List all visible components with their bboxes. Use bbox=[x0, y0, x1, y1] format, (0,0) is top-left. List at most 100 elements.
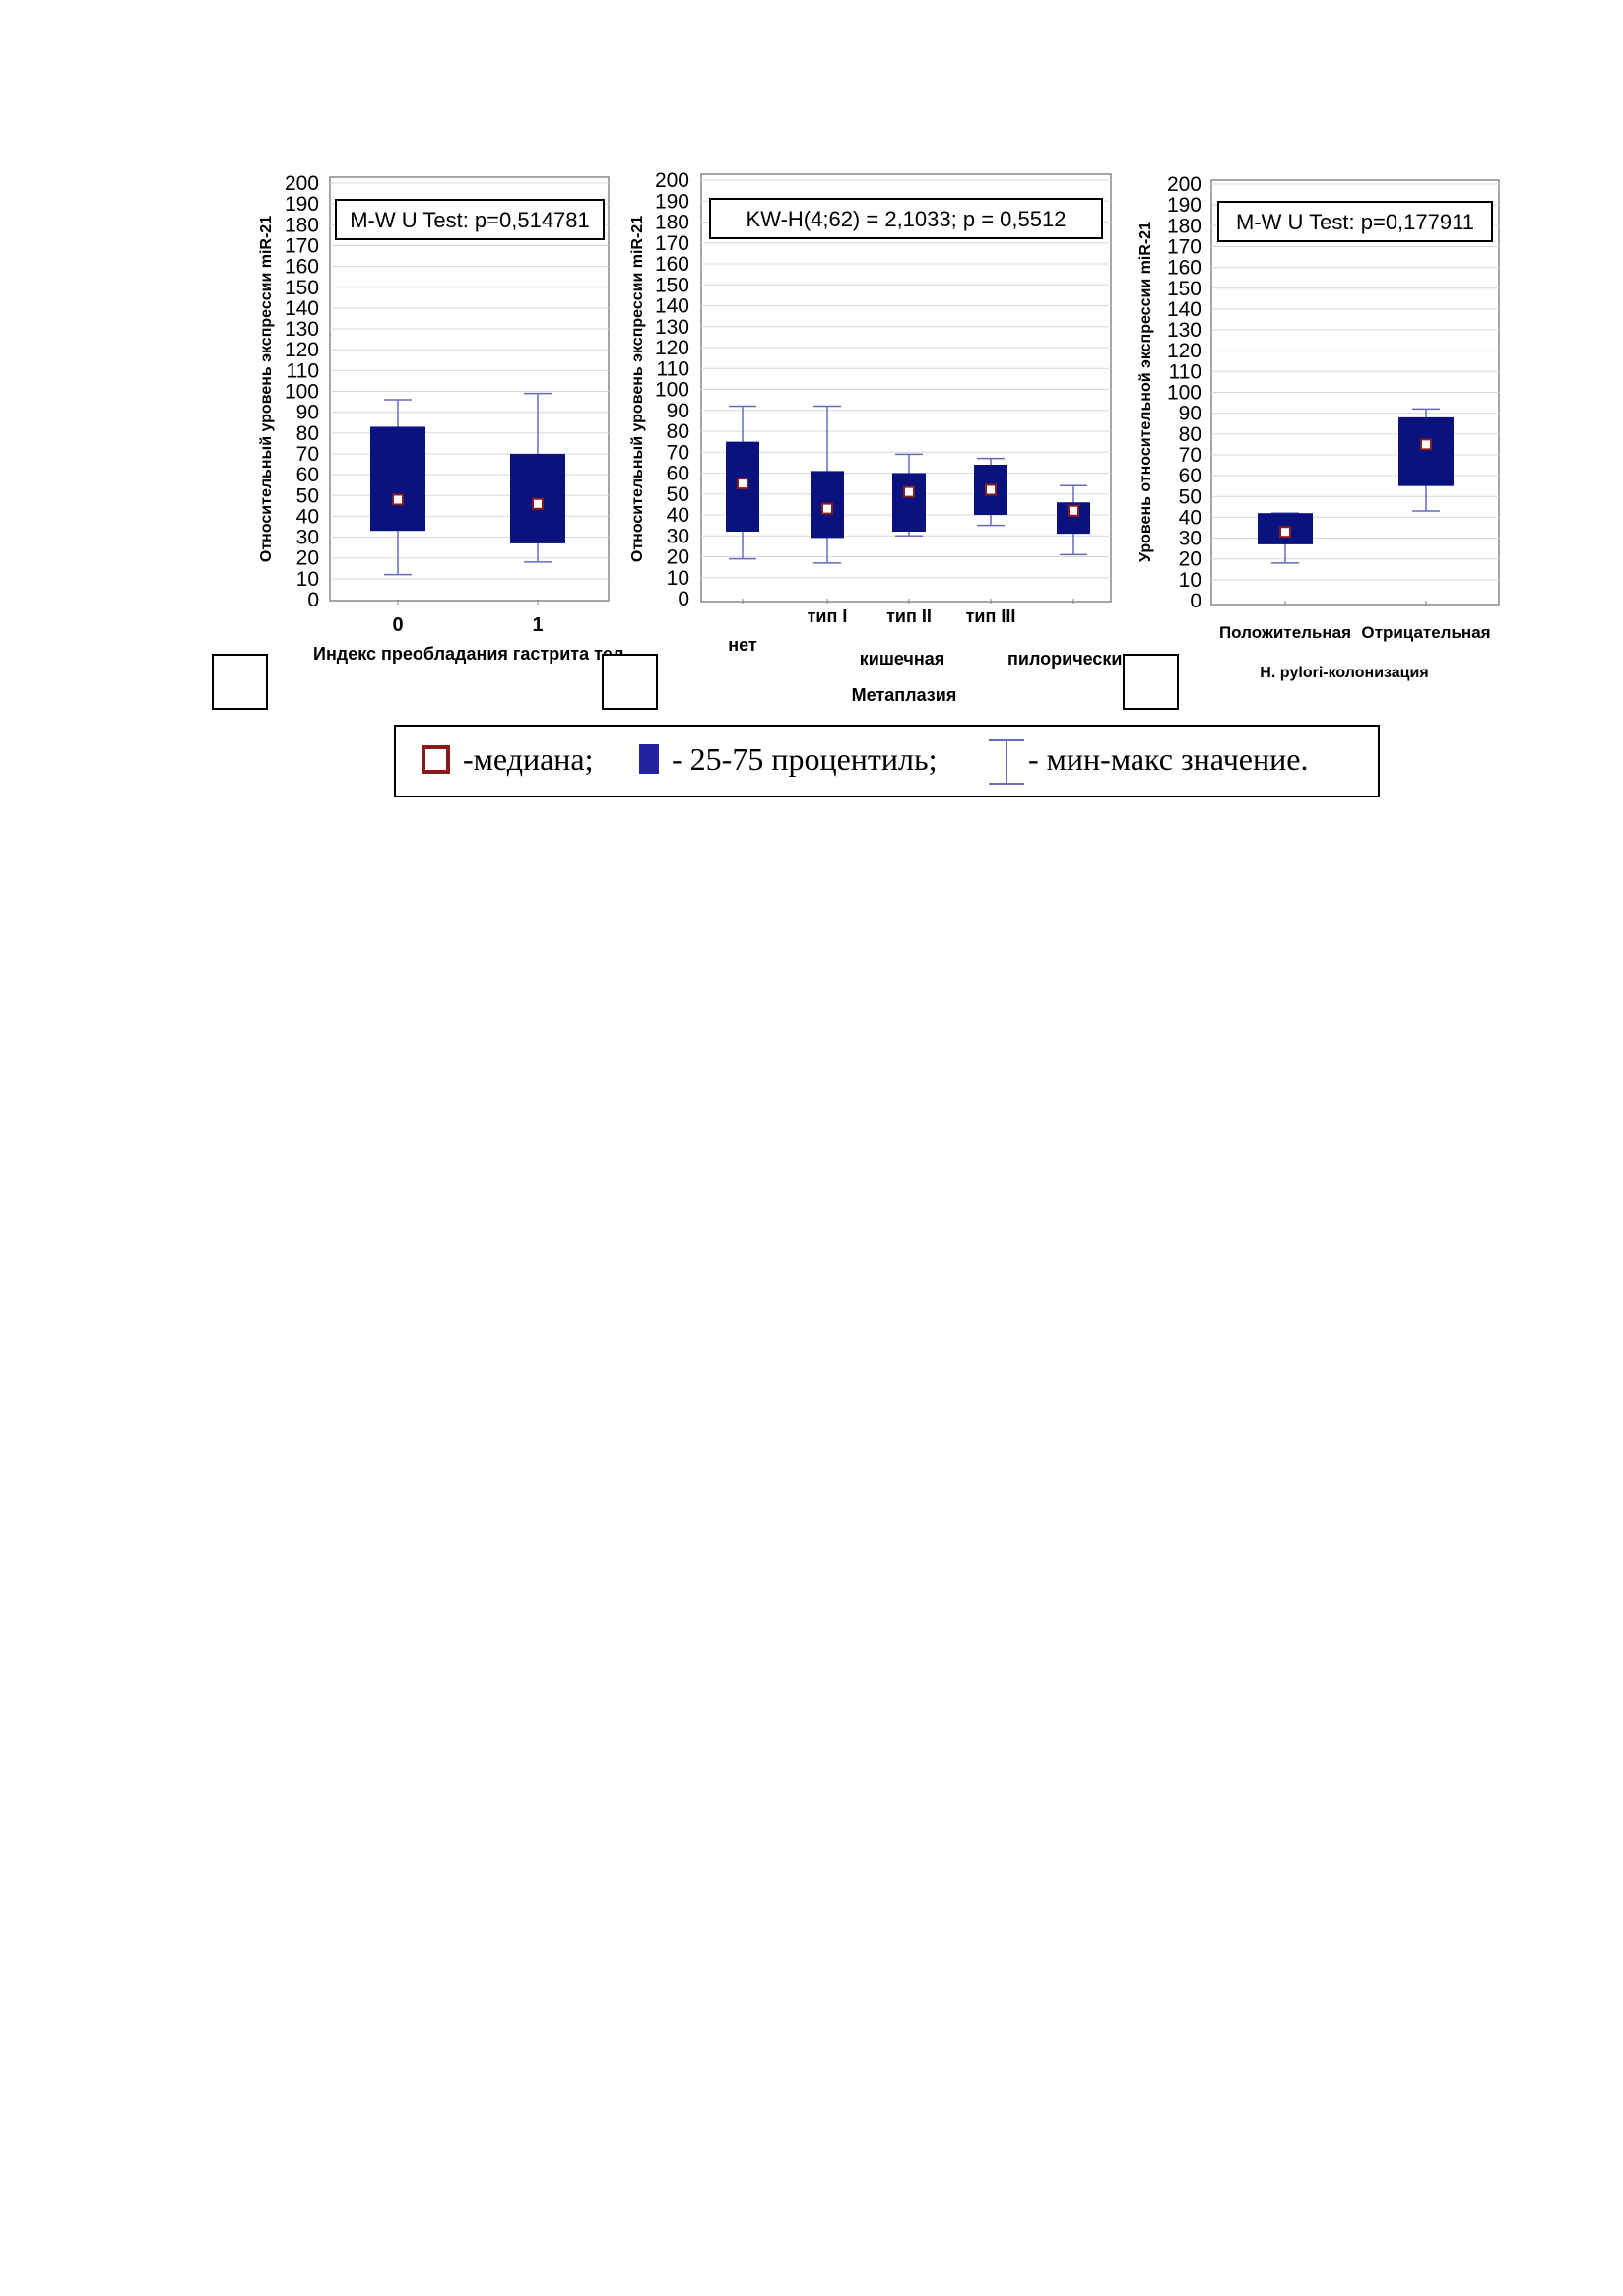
y-axis-label-1: Относительный уровень экспрессии miR-21 bbox=[258, 216, 275, 562]
x-tick-label: 0 bbox=[392, 614, 403, 636]
box-1 bbox=[1258, 512, 1313, 564]
y-tick-label: 60 bbox=[1179, 465, 1201, 487]
y-tick-label: 140 bbox=[655, 295, 689, 318]
y-tick-label: 50 bbox=[296, 484, 319, 507]
legend-median-icon bbox=[422, 745, 450, 774]
y-tick-label: 10 bbox=[667, 567, 689, 590]
empty-square-2 bbox=[602, 654, 658, 710]
box-4 bbox=[974, 457, 1007, 527]
y-tick-label: 20 bbox=[1179, 548, 1201, 571]
y-tick-label: 180 bbox=[285, 214, 319, 236]
legend-percentile-icon bbox=[639, 744, 659, 774]
y-tick-label: 120 bbox=[1167, 340, 1201, 362]
x-axis-label-2: Метаплазия bbox=[852, 685, 957, 705]
median-marker bbox=[1279, 526, 1291, 539]
y-axis-label-2: Относительный уровень экспрессии miR-21 bbox=[629, 216, 646, 562]
x-ticks-2: нет тип I тип II тип III bbox=[728, 599, 1074, 655]
box-2 bbox=[811, 405, 844, 564]
y-tick-label: 180 bbox=[655, 212, 689, 234]
empty-square-3 bbox=[1123, 654, 1179, 710]
legend-percentile-label: - 25-75 процентиль; bbox=[672, 741, 937, 777]
stat-text-1: M-W U Test: p=0,514781 bbox=[350, 208, 590, 232]
boxes-3 bbox=[1258, 408, 1454, 564]
y-tick-label: 20 bbox=[296, 547, 319, 570]
median-marker bbox=[903, 485, 915, 498]
y-tick-label: 200 bbox=[655, 169, 689, 192]
legend-minmax-icon bbox=[989, 739, 1024, 785]
legend-median-label: -медиана; bbox=[463, 741, 594, 777]
y-tick-label: 110 bbox=[287, 359, 319, 382]
y-tick-label: 30 bbox=[1179, 528, 1201, 550]
median-marker bbox=[737, 478, 748, 490]
y-tick-label: 20 bbox=[667, 546, 689, 569]
y-tick-label: 150 bbox=[285, 277, 319, 299]
y-tick-label: 130 bbox=[1167, 319, 1201, 342]
y-tick-label: 90 bbox=[1179, 403, 1201, 425]
y-tick-label: 200 bbox=[1167, 173, 1201, 196]
chart-panel-3: 0102030405060708090100110120130140150160… bbox=[1137, 173, 1500, 681]
median-marker bbox=[821, 502, 833, 515]
y-tick-label: 190 bbox=[285, 193, 319, 216]
box-3 bbox=[892, 453, 926, 537]
box-5 bbox=[1057, 484, 1090, 556]
chart-panel-2: 0102030405060708090100110120130140150160… bbox=[629, 169, 1123, 705]
y-tick-label: 90 bbox=[667, 400, 689, 422]
stat-box-2 bbox=[709, 198, 1103, 239]
y-tick-label: 60 bbox=[296, 464, 319, 486]
x-ticks-3: Положительная Отрицательная bbox=[1219, 601, 1491, 642]
median-marker bbox=[392, 493, 404, 506]
iqr-box bbox=[1398, 416, 1454, 486]
y-tick-label: 50 bbox=[1179, 485, 1201, 508]
median-marker bbox=[985, 483, 997, 496]
y-tick-label: 80 bbox=[667, 420, 689, 443]
empty-square-1 bbox=[212, 654, 268, 710]
group-label-pyloric: пилорически bbox=[1007, 649, 1123, 669]
box-1 bbox=[370, 399, 425, 576]
y-tick-label: 200 bbox=[285, 172, 319, 195]
x-tick-label: Положительная bbox=[1219, 623, 1351, 642]
y-tick-label: 150 bbox=[1167, 278, 1201, 300]
x-tick-label: тип II bbox=[886, 606, 932, 626]
y-tick-label: 190 bbox=[1167, 194, 1201, 217]
y-tick-label: 80 bbox=[296, 422, 319, 445]
y-ticks-2: 0102030405060708090100110120130140150160… bbox=[655, 169, 689, 610]
group-label-intestinal: кишечная bbox=[860, 649, 944, 669]
chart-panel-1: 0102030405060708090100110120130140150160… bbox=[258, 172, 623, 664]
y-tick-label: 170 bbox=[1167, 235, 1201, 258]
y-tick-label: 110 bbox=[1169, 360, 1201, 383]
y-tick-label: 100 bbox=[285, 381, 319, 404]
x-tick-label: нет bbox=[728, 635, 757, 655]
y-tick-label: 170 bbox=[655, 232, 689, 255]
median-marker bbox=[532, 497, 544, 510]
x-axis-label-3: H. pylori-колонизация bbox=[1260, 665, 1428, 681]
y-tick-label: 0 bbox=[307, 589, 319, 611]
x-tick-label: тип I bbox=[808, 606, 848, 626]
y-tick-label: 100 bbox=[1167, 382, 1201, 405]
iqr-box bbox=[892, 473, 926, 532]
y-tick-label: 70 bbox=[667, 441, 689, 464]
boxes-1 bbox=[370, 392, 565, 576]
legend: -медиана; - 25-75 процентиль; - мин-макс… bbox=[394, 725, 1380, 797]
y-tick-label: 110 bbox=[657, 357, 689, 380]
y-tick-label: 130 bbox=[285, 318, 319, 341]
median-marker bbox=[1420, 438, 1432, 451]
y-tick-label: 130 bbox=[655, 316, 689, 339]
y-tick-label: 160 bbox=[285, 256, 319, 279]
y-tick-label: 70 bbox=[1179, 444, 1201, 467]
median-marker bbox=[1068, 504, 1079, 517]
y-tick-label: 160 bbox=[655, 253, 689, 276]
y-tick-label: 30 bbox=[667, 525, 689, 547]
box-2 bbox=[1398, 408, 1454, 512]
y-axis-label-3: Уровень относительной экспрессии miR-21 bbox=[1137, 222, 1154, 562]
y-tick-label: 140 bbox=[1167, 298, 1201, 321]
iqr-box bbox=[370, 426, 425, 532]
x-tick-label: 1 bbox=[532, 614, 543, 636]
y-tick-label: 10 bbox=[296, 568, 319, 591]
y-ticks-3: 0102030405060708090100110120130140150160… bbox=[1167, 173, 1201, 612]
boxes-2 bbox=[726, 405, 1090, 564]
y-tick-label: 0 bbox=[678, 588, 689, 610]
y-tick-label: 100 bbox=[655, 379, 689, 402]
y-tick-label: 120 bbox=[655, 337, 689, 359]
y-tick-label: 160 bbox=[1167, 257, 1201, 280]
